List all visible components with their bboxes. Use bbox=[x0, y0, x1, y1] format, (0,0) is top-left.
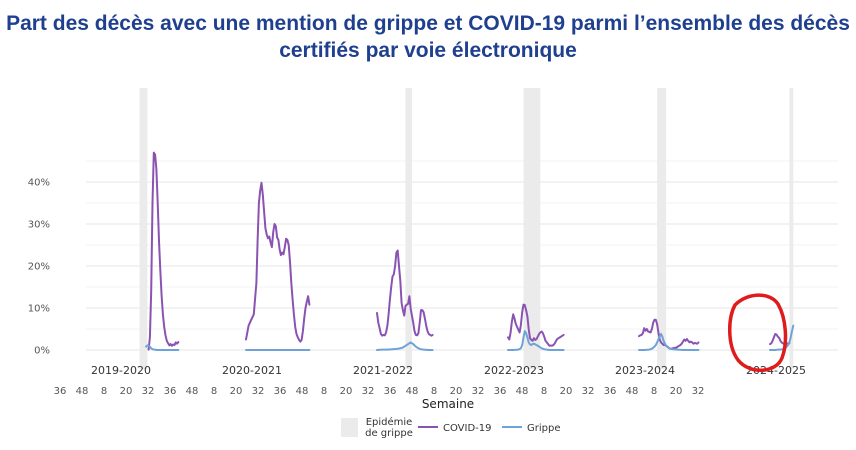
x-tick-label: 8 bbox=[211, 386, 217, 397]
x-tick-label: 36 bbox=[384, 386, 397, 397]
x-tick-label: 32 bbox=[582, 386, 595, 397]
hand-drawn-circle-annotation bbox=[728, 293, 788, 372]
x-tick-label: 8 bbox=[541, 386, 547, 397]
y-tick-label: 10% bbox=[28, 304, 50, 315]
x-tick-label: 8 bbox=[101, 386, 107, 397]
panel-label: 2020-2021 bbox=[222, 364, 282, 377]
x-tick-label: 48 bbox=[406, 386, 419, 397]
series-line-covid-2023-2024 bbox=[638, 318, 700, 350]
series-line-covid-2021-2022 bbox=[376, 249, 434, 337]
y-tick-label: 30% bbox=[28, 220, 50, 231]
panel-label: 2019-2020 bbox=[91, 364, 151, 377]
x-tick-label: 48 bbox=[626, 386, 639, 397]
y-tick-label: 40% bbox=[28, 178, 50, 189]
series-line-covid-2020-2021 bbox=[245, 181, 311, 343]
panel-label: 2023-2024 bbox=[615, 364, 675, 377]
x-tick-label: 48 bbox=[76, 386, 89, 397]
panel-labels: 2019-2020 2020-2021 2021-2022 2022-2023 2023… bbox=[91, 364, 806, 377]
x-tick-label: 8 bbox=[651, 386, 657, 397]
x-tick-label: 8 bbox=[321, 386, 327, 397]
x-tick-label: 48 bbox=[296, 386, 309, 397]
series-line-grippe-2019-2020 bbox=[145, 344, 180, 351]
x-tick-label: 36 bbox=[274, 386, 287, 397]
panel-label: 2024-2025 bbox=[746, 364, 806, 377]
x-tick-label: 36 bbox=[604, 386, 617, 397]
x-tick-label: 20 bbox=[560, 386, 573, 397]
legend-label-epidemic: Epidémie bbox=[366, 416, 413, 428]
x-tick-label: 36 bbox=[494, 386, 507, 397]
series-line-grippe-2022-2023 bbox=[507, 330, 565, 351]
y-tick-label: 0% bbox=[34, 346, 50, 357]
series-line-grippe-2021-2022 bbox=[376, 341, 434, 351]
series-lines bbox=[145, 151, 795, 351]
x-tick-label: 36 bbox=[54, 386, 67, 397]
panel-label: 2022-2023 bbox=[484, 364, 544, 377]
epidemic-band bbox=[789, 88, 794, 369]
grid bbox=[86, 160, 838, 351]
x-tick-label: 20 bbox=[340, 386, 353, 397]
epidemic-bands bbox=[139, 88, 794, 369]
x-tick-label: 32 bbox=[472, 386, 485, 397]
x-axis: 36 48 8 20 32 36 48 8 20 32 36 48 8 20 32 36 48 8 20 32 36 48… bbox=[54, 386, 705, 397]
x-tick-label: 36 bbox=[164, 386, 177, 397]
x-axis-label: Semaine bbox=[422, 397, 474, 411]
series-line-covid-2022-2023 bbox=[507, 303, 565, 347]
x-tick-label: 32 bbox=[362, 386, 375, 397]
x-tick-label: 48 bbox=[516, 386, 529, 397]
legend-swatch-epidemic bbox=[341, 418, 358, 437]
y-tick-label: 20% bbox=[28, 262, 50, 273]
series-line-grippe-2023-2024 bbox=[638, 333, 700, 351]
x-tick-label: 20 bbox=[230, 386, 243, 397]
x-tick-label: 8 bbox=[431, 386, 437, 397]
y-axis: 0% 10% 20% 30% 40% bbox=[28, 178, 50, 357]
x-tick-label: 48 bbox=[186, 386, 199, 397]
epidemic-band bbox=[657, 88, 667, 369]
legend-label-covid: COVID-19 bbox=[443, 423, 492, 434]
chart-title: Part des décès avec une mention de gripp… bbox=[6, 12, 850, 62]
x-tick-label: 32 bbox=[692, 386, 705, 397]
x-tick-label: 32 bbox=[142, 386, 155, 397]
x-tick-label: 20 bbox=[450, 386, 463, 397]
legend-label-epidemic: de grippe bbox=[365, 428, 413, 439]
x-tick-label: 20 bbox=[670, 386, 683, 397]
epidemic-band bbox=[405, 88, 412, 369]
series-line-covid-2019-2020 bbox=[147, 151, 180, 351]
x-tick-label: 32 bbox=[252, 386, 265, 397]
panel-label: 2021-2022 bbox=[353, 364, 413, 377]
x-tick-label: 20 bbox=[120, 386, 133, 397]
epidemic-band bbox=[523, 88, 541, 369]
epidemic-band bbox=[139, 88, 148, 369]
legend-label-grippe: Grippe bbox=[527, 423, 561, 434]
